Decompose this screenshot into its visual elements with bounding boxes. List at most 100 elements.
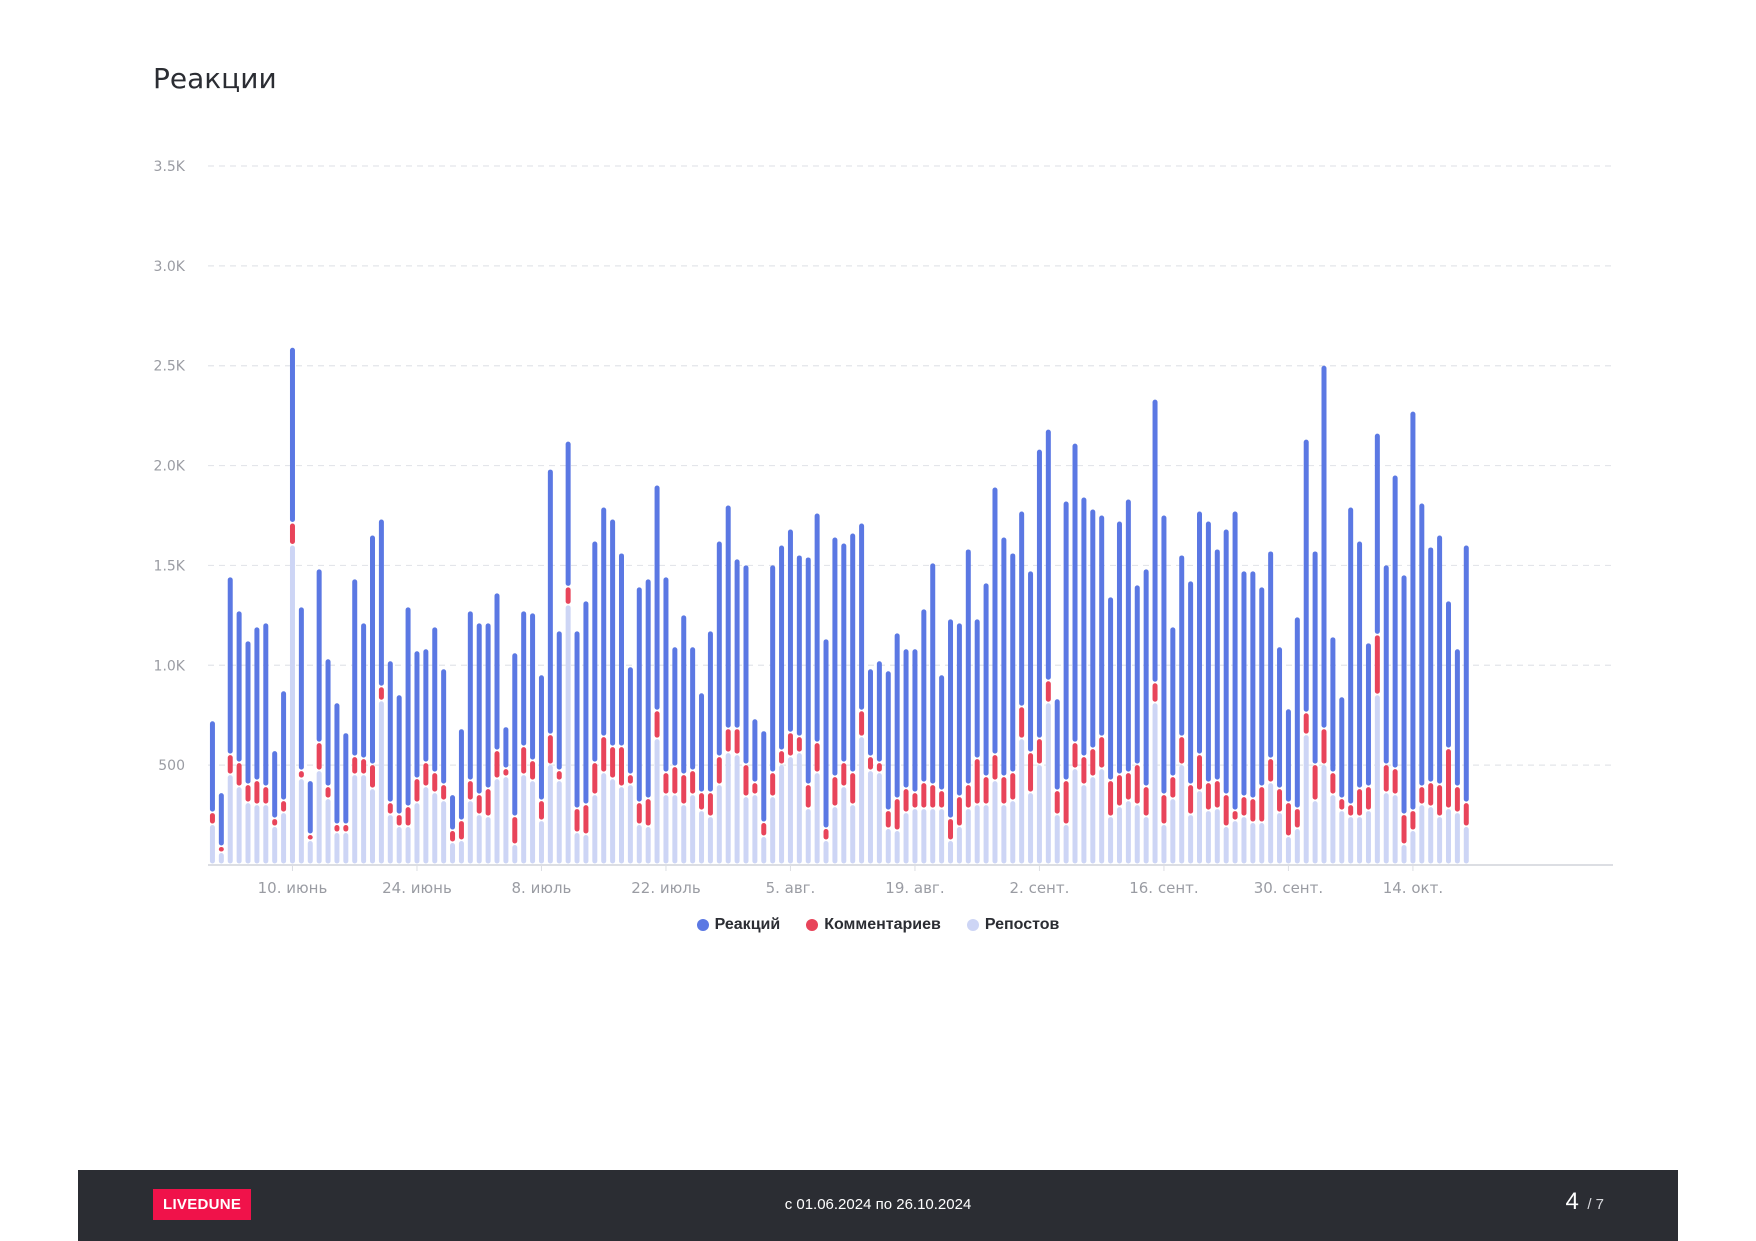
y-tick-label: 1.5K bbox=[154, 558, 186, 574]
bar-segment-reactions bbox=[1250, 571, 1256, 798]
bar-segment-comments bbox=[1188, 785, 1194, 814]
legend-item-reactions[interactable]: Реакций bbox=[696, 916, 781, 934]
bar-segment-reactions bbox=[592, 541, 598, 762]
bar-segment-reposts bbox=[592, 795, 598, 864]
bar-segment-reactions bbox=[636, 587, 642, 802]
bar-segment-reactions bbox=[423, 649, 429, 762]
bar-segment-reactions bbox=[1330, 637, 1336, 772]
bar-segment-reactions bbox=[263, 623, 269, 786]
bar-segment-comments bbox=[867, 757, 873, 770]
bar-segment-comments bbox=[645, 799, 651, 826]
bar-segment-comments bbox=[1010, 773, 1016, 800]
bar-segment-reactions bbox=[654, 485, 660, 710]
bar-segment-reposts bbox=[334, 833, 340, 864]
bar-segment-reposts bbox=[725, 753, 731, 864]
bar-segment-reposts bbox=[1010, 801, 1016, 864]
bar-segment-reposts bbox=[699, 811, 705, 864]
bar-segment-reactions bbox=[841, 543, 847, 762]
bar-segment-comments bbox=[707, 793, 713, 816]
bar-segment-comments bbox=[1285, 803, 1291, 836]
bar-segment-comments bbox=[458, 821, 464, 840]
chart-legend: Реакций Комментариев Репостов bbox=[0, 916, 1756, 934]
bar-segment-reactions bbox=[1339, 697, 1345, 798]
legend-label-reactions: Реакций bbox=[714, 916, 781, 933]
bar-segment-comments bbox=[1348, 805, 1354, 816]
bar-segment-reactions bbox=[681, 615, 687, 774]
bar-segment-reposts bbox=[1348, 817, 1354, 864]
bar-segment-comments bbox=[1019, 707, 1025, 738]
bar-segment-reposts bbox=[1410, 831, 1416, 864]
bar-segment-reposts bbox=[672, 795, 678, 864]
bar-segment-reactions bbox=[1285, 709, 1291, 802]
bar-segment-reactions bbox=[761, 731, 767, 822]
bar-segment-reposts bbox=[432, 793, 438, 864]
bar-segment-reposts bbox=[538, 821, 544, 864]
bar-segment-comments bbox=[601, 737, 607, 772]
bar-segment-reposts bbox=[423, 787, 429, 864]
bar-segment-reactions bbox=[948, 619, 954, 818]
bar-segment-reactions bbox=[414, 651, 420, 778]
bar-segment-reactions bbox=[1197, 511, 1203, 754]
bar-segment-reposts bbox=[1365, 811, 1371, 864]
bar-segment-reactions bbox=[538, 675, 544, 800]
bar-segment-reactions bbox=[1134, 585, 1140, 764]
bar-segment-comments bbox=[992, 755, 998, 780]
bar-segment-reactions bbox=[743, 565, 749, 764]
bar-segment-comments bbox=[441, 785, 447, 800]
bar-segment-reposts bbox=[787, 757, 793, 864]
bar-segment-comments bbox=[1161, 795, 1167, 824]
bar-segment-reactions bbox=[583, 601, 589, 804]
bar-segment-reposts bbox=[1045, 703, 1051, 864]
bar-segment-reposts bbox=[289, 545, 295, 864]
bar-segment-reactions bbox=[1090, 509, 1096, 748]
bar-segment-reactions bbox=[432, 627, 438, 772]
bar-segment-reactions bbox=[1374, 433, 1380, 634]
x-tick-label: 14. окт. bbox=[1383, 879, 1443, 897]
legend-dot-comments bbox=[806, 919, 819, 931]
page-total: / 7 bbox=[1587, 1196, 1604, 1213]
bar-segment-reposts bbox=[867, 771, 873, 864]
bar-segment-reactions bbox=[1143, 569, 1149, 786]
bar-segment-reposts bbox=[1268, 783, 1274, 864]
bar-segment-reposts bbox=[1445, 809, 1451, 864]
bar-segment-comments bbox=[1152, 683, 1158, 702]
legend-item-comments[interactable]: Комментариев bbox=[806, 916, 941, 934]
bar-segment-reactions bbox=[1116, 521, 1122, 774]
bar-segment-reposts bbox=[396, 827, 402, 864]
bar-segment-reposts bbox=[1036, 765, 1042, 864]
bar-segment-reactions bbox=[601, 507, 607, 736]
bar-segment-reactions bbox=[1383, 565, 1389, 764]
bar-segment-comments bbox=[1054, 791, 1060, 814]
bar-segment-reactions bbox=[343, 733, 349, 824]
bar-segment-comments bbox=[779, 751, 785, 764]
bar-segment-comments bbox=[885, 811, 891, 828]
legend-item-reposts[interactable]: Репостов bbox=[966, 916, 1059, 934]
bar-segment-reactions bbox=[850, 533, 856, 772]
bar-segment-reactions bbox=[956, 623, 962, 796]
bar-segment-comments bbox=[254, 781, 260, 804]
bar-segment-reactions bbox=[1392, 475, 1398, 768]
bar-segment-reactions bbox=[1294, 617, 1300, 808]
bar-segment-reposts bbox=[814, 773, 820, 864]
bar-segment-comments bbox=[538, 801, 544, 820]
bar-segment-reactions bbox=[752, 719, 758, 782]
report-period: с 01.06.2024 по 26.10.2024 bbox=[784, 1196, 972, 1213]
bar-segment-comments bbox=[1108, 781, 1114, 816]
bar-segment-reactions bbox=[725, 505, 731, 728]
bar-segment-reposts bbox=[1277, 813, 1283, 864]
footer-bar: LIVEDUNE с 01.06.2024 по 26.10.2024 4 / … bbox=[78, 1170, 1678, 1241]
bar-segment-reposts bbox=[245, 803, 251, 864]
bar-segment-reactions bbox=[1223, 529, 1229, 794]
bar-segment-reactions bbox=[378, 519, 384, 686]
bar-segment-reposts bbox=[876, 773, 882, 864]
bar-segment-reposts bbox=[1197, 791, 1203, 864]
bar-segment-reposts bbox=[1383, 793, 1389, 864]
bar-segment-comments bbox=[876, 763, 882, 772]
bar-segment-reactions bbox=[1001, 537, 1007, 776]
x-tick-label: 16. сент. bbox=[1129, 879, 1198, 897]
bar-segment-reposts bbox=[627, 785, 633, 864]
bar-segment-reactions bbox=[921, 609, 927, 782]
bar-segment-comments bbox=[530, 761, 536, 780]
bar-segment-comments bbox=[1463, 803, 1469, 826]
bar-segment-reposts bbox=[921, 809, 927, 864]
